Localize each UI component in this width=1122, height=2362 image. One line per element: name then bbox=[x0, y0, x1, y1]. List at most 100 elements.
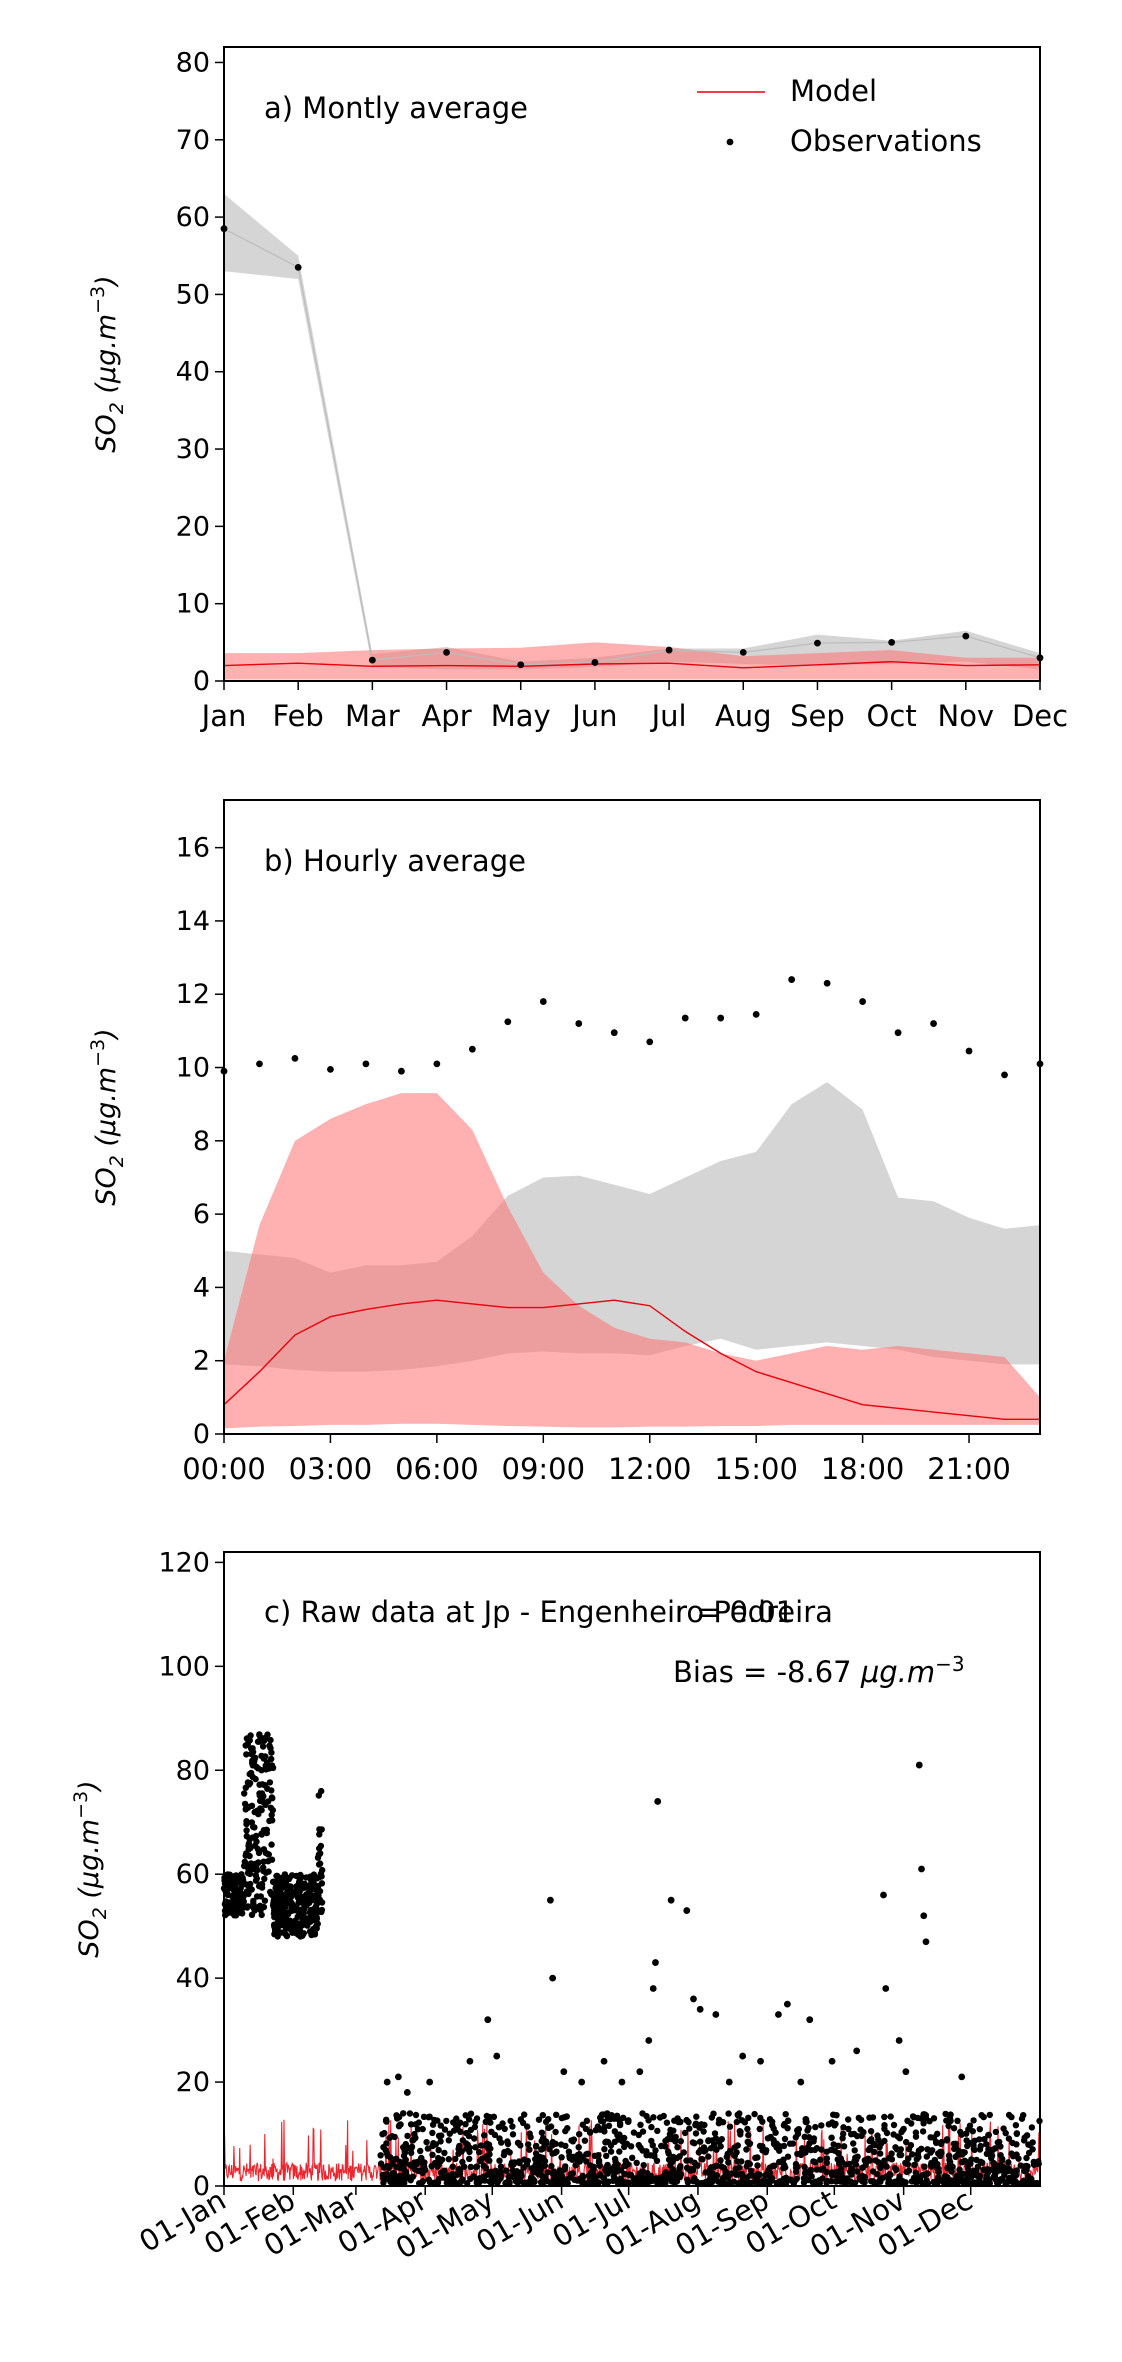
observation-point bbox=[816, 2180, 823, 2187]
observation-point bbox=[630, 2129, 638, 2136]
observation-point bbox=[905, 2167, 913, 2174]
observation-point bbox=[495, 2124, 503, 2131]
y-axis-label-part: −3 bbox=[87, 1039, 109, 1067]
observation-point bbox=[562, 2142, 569, 2150]
observation-point bbox=[317, 1870, 325, 1878]
observation-point bbox=[801, 2163, 808, 2171]
observation-point bbox=[429, 2151, 436, 2158]
observation-point bbox=[576, 2131, 583, 2138]
observation-point bbox=[507, 2117, 514, 2125]
observation-point bbox=[383, 2173, 391, 2180]
observation-point bbox=[561, 2114, 568, 2121]
x-tick-label: Feb bbox=[273, 699, 324, 733]
observation-point bbox=[261, 1897, 269, 1904]
observation-point bbox=[940, 2176, 947, 2183]
observation-point bbox=[282, 1931, 289, 1938]
observation-point bbox=[637, 2121, 644, 2128]
observation-point bbox=[620, 2114, 627, 2121]
observation-point bbox=[766, 2179, 773, 2186]
observation-point bbox=[296, 1878, 303, 1885]
x-tick-label: 12:00 bbox=[608, 1452, 692, 1486]
observation-point bbox=[260, 1867, 267, 1875]
observation-point bbox=[850, 2140, 857, 2147]
observation-point bbox=[869, 2114, 877, 2121]
observation-point bbox=[986, 2111, 993, 2119]
observation-point bbox=[870, 2179, 878, 2186]
observation-point bbox=[480, 2162, 487, 2169]
observation-point bbox=[315, 1882, 322, 1890]
observation-point bbox=[455, 2150, 462, 2157]
observation-point bbox=[463, 2129, 470, 2137]
observation-point bbox=[647, 2172, 655, 2180]
observation-point bbox=[552, 2128, 559, 2136]
bias-stat: Bias = -8.67 μg.m−3 bbox=[673, 1652, 965, 1689]
observation-point bbox=[840, 2143, 848, 2150]
observation-point bbox=[251, 1842, 259, 1849]
observation-point bbox=[572, 2162, 579, 2169]
observation-point bbox=[406, 2110, 414, 2117]
observation-point bbox=[871, 2148, 878, 2156]
observation-point bbox=[243, 1827, 250, 1834]
observation-point bbox=[485, 2145, 492, 2152]
observation-point bbox=[258, 1881, 266, 1888]
observation-point bbox=[549, 2139, 556, 2147]
observation-point bbox=[935, 2168, 942, 2176]
y-tick-label: 50 bbox=[176, 279, 210, 310]
observation-point bbox=[654, 1798, 662, 1805]
x-tick-label: Nov bbox=[938, 699, 995, 733]
observation-point bbox=[611, 2163, 618, 2170]
observation-point bbox=[881, 2113, 888, 2121]
observation-point bbox=[414, 2158, 422, 2165]
observation-point bbox=[597, 2114, 604, 2121]
observation-point bbox=[686, 2125, 693, 2132]
observation-point bbox=[804, 2144, 812, 2151]
observation-point bbox=[389, 2133, 396, 2140]
observation-point bbox=[441, 2149, 448, 2157]
observation-point bbox=[261, 1875, 268, 1883]
observation-point bbox=[669, 2158, 676, 2165]
observation-point bbox=[745, 2131, 752, 2139]
observation-point bbox=[268, 1811, 275, 1819]
y-tick-label: 14 bbox=[176, 906, 210, 937]
observation-point bbox=[671, 2173, 678, 2181]
x-tick-label: Mar bbox=[345, 699, 400, 733]
x-tick-label: Jun bbox=[570, 699, 617, 733]
y-tick-label: 4 bbox=[193, 1272, 210, 1303]
observation-point bbox=[897, 2146, 904, 2153]
observation-point bbox=[524, 2157, 531, 2165]
observation-point bbox=[802, 2117, 810, 2124]
observation-point bbox=[725, 2179, 733, 2187]
model-line bbox=[223, 660, 1041, 669]
x-tick-label: 15:00 bbox=[714, 1452, 798, 1486]
observation-point bbox=[383, 2149, 390, 2157]
observation-point bbox=[466, 2144, 473, 2151]
y-tick-label: 60 bbox=[176, 202, 210, 233]
hourly-panel: 0 2 4 6 8 10 12 14 16 00:00 03:00 06:00 09:00 12:00 15… bbox=[87, 799, 1044, 1486]
observation-point bbox=[483, 2153, 490, 2160]
observation-point bbox=[255, 1810, 262, 1818]
observation-point bbox=[910, 2114, 917, 2121]
observation-point bbox=[424, 2145, 432, 2152]
observation-point bbox=[858, 2132, 865, 2139]
observation-point bbox=[521, 2111, 528, 2118]
observation-point bbox=[677, 2118, 684, 2126]
observation-point bbox=[890, 2131, 897, 2138]
observation-point bbox=[315, 1851, 323, 1858]
observation-point bbox=[377, 2152, 384, 2159]
observation-point bbox=[318, 1906, 326, 1914]
observation-point bbox=[261, 1782, 269, 1789]
observation-point bbox=[624, 2118, 632, 2125]
observation-point bbox=[922, 1938, 930, 1946]
y-axis-label-part: ) bbox=[91, 275, 122, 288]
observation-point bbox=[516, 2159, 523, 2167]
observation-point bbox=[725, 2078, 733, 2086]
observation-point bbox=[760, 2179, 767, 2186]
observation-point bbox=[814, 639, 821, 647]
observation-point bbox=[571, 2176, 578, 2183]
observation-point bbox=[595, 2152, 602, 2159]
observation-point bbox=[578, 2078, 586, 2086]
observation-point bbox=[763, 2147, 770, 2154]
observation-point bbox=[510, 2161, 517, 2168]
observation-point bbox=[584, 2150, 591, 2157]
observation-point bbox=[828, 2134, 835, 2141]
